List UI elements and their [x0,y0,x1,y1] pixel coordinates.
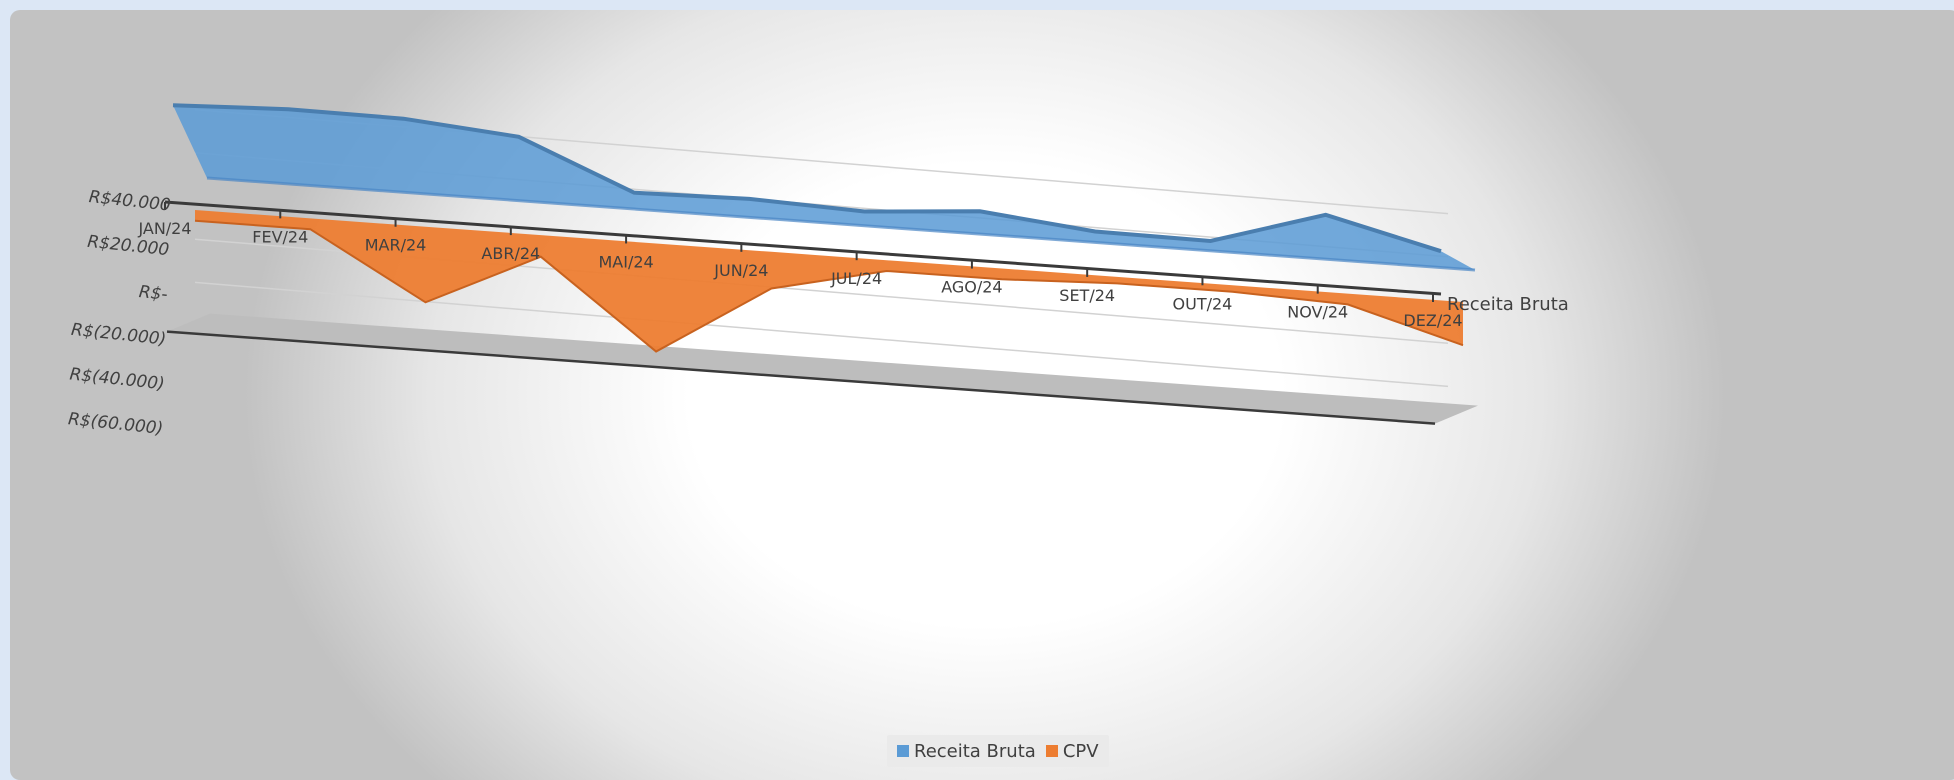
gridline [194,281,1449,388]
legend-item-cpv: CPV [1045,740,1099,762]
x-tick-label: NOV/24 [1287,303,1348,322]
x-tick-label: JUL/24 [830,269,882,288]
series-edge-cpv [194,219,1464,353]
y-tick-label: R$40.000 [88,187,172,215]
x-tick-label: DEZ/24 [1403,311,1462,330]
legend-swatch-receita-bruta [897,745,909,757]
x-tick-label: JAN/24 [137,219,191,238]
y-tick-label: R$(40.000) [69,365,166,395]
y-tick-label: R$(60.000) [67,409,164,439]
series-edge-receita-bruta [172,103,1442,254]
series-area-cpv [195,210,1463,352]
legend-label-cpv: CPV [1062,740,1099,762]
legend-item-receita-bruta: Receita Bruta [897,741,1036,762]
legend-label-receita-bruta: Receita Bruta [914,740,1036,762]
legend-swatch-cpv [1045,745,1058,757]
x-tick-label: JUN/24 [713,261,768,280]
chart-legend: Receita Bruta CPV [887,735,1109,767]
y-tick-label: R$- [138,282,169,305]
x-tick-label: MAI/24 [598,252,653,271]
x-tick-label: OUT/24 [1173,294,1233,313]
floor-edge [166,330,1436,425]
depth-axis-label: Receita Bruta [1447,294,1569,315]
x-tick-label: AGO/24 [941,278,1002,297]
x-axis-line [164,200,1442,296]
area-chart-3d: R$40.000R$20.000R$-R$(20.000)R$(40.000)R… [67,103,1569,439]
y-tick-label: R$(20.000) [70,320,167,350]
x-tick-label: MAR/24 [365,236,427,255]
series-base-receita-bruta [206,176,1476,272]
x-tick-label: ABR/24 [481,244,540,263]
floor-wall [167,313,1478,424]
x-tick-label: FEV/24 [252,227,308,246]
chart-area: R$40.000 R$20.000 R$- R$(20.000) R$(40.000) R… [10,10,1954,780]
x-tick-label: SET/24 [1059,286,1115,305]
series-area-receita-bruta [173,105,1475,270]
